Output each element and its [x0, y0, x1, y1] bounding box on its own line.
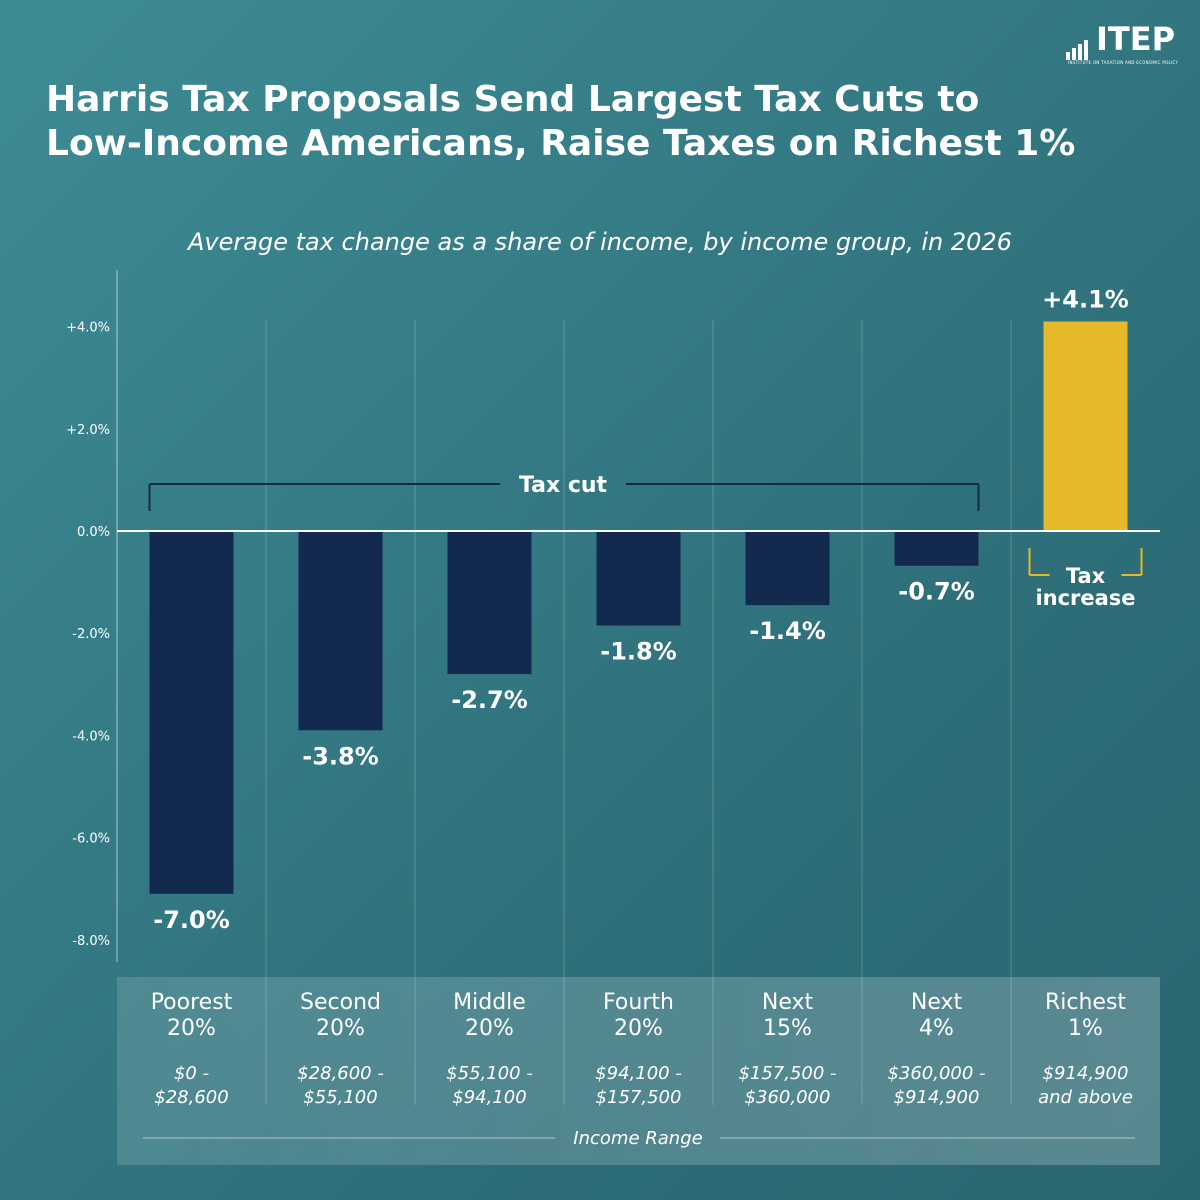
bar-value-label: -1.8% — [600, 638, 677, 666]
y-tick-label: -8.0% — [72, 934, 110, 949]
bar-chart-icon — [1066, 40, 1088, 60]
bar — [596, 531, 681, 626]
y-tick-label: +2.0% — [66, 423, 110, 438]
bar-value-label: -1.4% — [749, 617, 826, 645]
bar-value-labels: -7.0% -3.8% -2.7% -1.8% -1.4% -0.7% +4.1% — [153, 285, 1129, 933]
category-range-line-2: and above — [1038, 1087, 1133, 1108]
title-line-2: Low-Income Americans, Raise Taxes on Ric… — [46, 123, 1076, 164]
category-range-line-1: $55,100 - — [446, 1063, 533, 1084]
bar — [745, 531, 830, 606]
category-name-line-1: Richest — [1045, 990, 1126, 1015]
category-range-line-2: $55,100 — [303, 1087, 377, 1108]
page-title: Harris Tax Proposals Send Largest Tax Cu… — [46, 78, 1146, 166]
bars — [149, 321, 1128, 894]
y-tick-label: 0.0% — [77, 525, 110, 540]
category-name-line-1: Second — [300, 990, 381, 1015]
logo-text: ITEP — [1096, 20, 1176, 58]
logo-subtitle: INSTITUTE ON TAXATION AND ECONOMIC POLIC… — [1068, 60, 1179, 65]
category-range-line-2: $28,600 — [154, 1087, 228, 1108]
category-name-line-2: 20% — [167, 1016, 216, 1041]
category-range-line-1: $360,000 - — [887, 1063, 985, 1084]
bar-value-label: -3.8% — [302, 742, 379, 770]
category-name-line-2: 20% — [465, 1016, 514, 1041]
tax-increase-label-line-1: Tax — [1066, 564, 1106, 588]
bar — [894, 531, 979, 566]
title-line-1: Harris Tax Proposals Send Largest Tax Cu… — [46, 79, 980, 120]
category-range-line-2: $157,500 — [596, 1087, 682, 1108]
y-tick-label: -4.0% — [72, 729, 110, 744]
category-name-line-2: 20% — [614, 1016, 663, 1041]
category-name-line-1: Next — [762, 990, 814, 1015]
category-range-line-1: $914,900 — [1043, 1063, 1129, 1084]
category-range-line-1: $94,100 - — [595, 1063, 682, 1084]
bar-value-label: -2.7% — [451, 686, 528, 714]
category-name-line-2: 1% — [1068, 1016, 1103, 1041]
chart-subtitle: Average tax change as a share of income,… — [188, 228, 1012, 256]
bar — [149, 531, 234, 894]
itep-logo: ITEP INSTITUTE ON TAXATION AND ECONOMIC … — [1066, 20, 1179, 65]
bar-value-label: +4.1% — [1042, 285, 1129, 313]
category-range-line-2: $94,100 — [452, 1087, 526, 1108]
category-panel — [117, 977, 1160, 1165]
category-range-line-2: $914,900 — [894, 1087, 980, 1108]
bar-value-label: -0.7% — [898, 578, 975, 606]
y-tick-label: +4.0% — [66, 321, 110, 336]
category-name-line-2: 15% — [763, 1016, 812, 1041]
category-name-line-2: 4% — [919, 1016, 954, 1041]
category-name-line-1: Fourth — [603, 990, 674, 1015]
category-name-line-2: 20% — [316, 1016, 365, 1041]
y-tick-label: -2.0% — [72, 627, 110, 642]
bar-value-label: -7.0% — [153, 906, 230, 934]
x-axis-title: Income Range — [573, 1128, 702, 1149]
tax-cut-label: Tax cut — [519, 473, 608, 498]
category-name-line-1: Middle — [453, 990, 526, 1015]
x-axis-title-group: Income Range — [143, 1128, 1135, 1149]
category-name-line-1: Poorest — [151, 990, 233, 1015]
bar — [298, 531, 383, 731]
y-axis: +4.0% +2.0% 0.0% -2.0% -4.0% -6.0% -8.0% — [66, 270, 118, 962]
category-range-line-1: $28,600 - — [297, 1063, 384, 1084]
y-tick-label: -6.0% — [72, 832, 110, 847]
category-range-line-1: $157,500 - — [738, 1063, 836, 1084]
bar — [1043, 321, 1128, 531]
bar — [447, 531, 532, 675]
tax-increase-label-line-2: increase — [1035, 586, 1135, 610]
category-range-line-1: $0 - — [174, 1063, 209, 1084]
gridlines — [265, 320, 1012, 1105]
category-name-line-1: Next — [911, 990, 963, 1015]
category-range-line-2: $360,000 — [745, 1087, 831, 1108]
